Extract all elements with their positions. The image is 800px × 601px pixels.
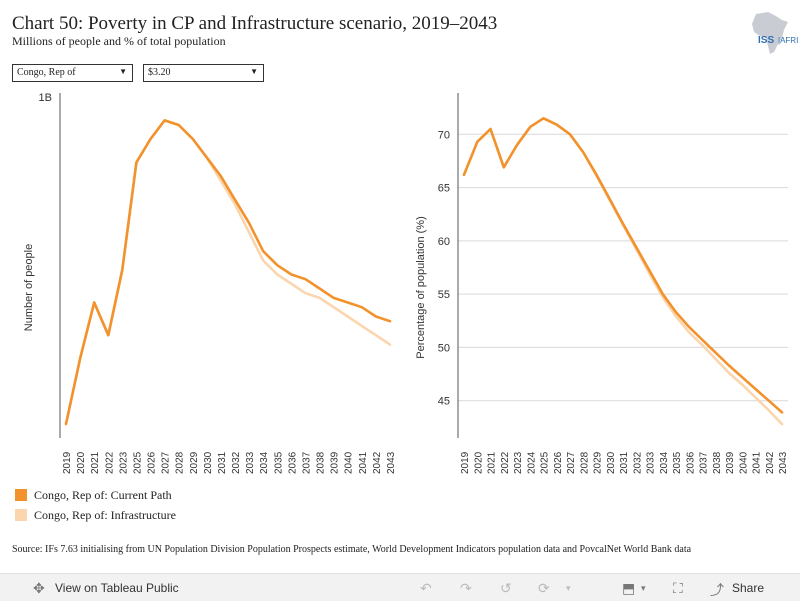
x-tick-label: 2025 (132, 451, 143, 474)
x-tick-label: 2037 (699, 451, 710, 474)
x-tick-label: 2032 (231, 451, 242, 474)
chevron-down-icon[interactable]: ▾ (566, 583, 571, 593)
revert-icon[interactable]: ↺ (500, 580, 512, 596)
x-tick-label: 2035 (273, 451, 284, 474)
x-tick-label: 2035 (672, 451, 683, 474)
share-button[interactable]: Share (732, 581, 765, 595)
legend-swatch (15, 489, 27, 501)
y-tick-label: 65 (438, 183, 450, 195)
x-tick-label: 2042 (765, 451, 776, 474)
threshold-dropdown[interactable]: $3.20 ▼ (143, 64, 264, 82)
chart-title: Chart 50: Poverty in CP and Infrastructu… (12, 13, 498, 34)
chart-subtitle: Millions of people and % of total popula… (12, 34, 226, 48)
x-tick-label: 2023 (513, 451, 524, 474)
redo-icon[interactable]: ↷ (460, 580, 472, 596)
y-tick-label: 70 (438, 129, 450, 141)
chevron-down-icon: ▼ (119, 67, 127, 76)
fullscreen-icon[interactable]: ⛶ (673, 580, 683, 596)
y-tick-label: 55 (438, 289, 450, 301)
y-tick-label: 1B (39, 92, 52, 104)
y-tick-label: 45 (438, 396, 450, 408)
x-tick-label: 2023 (118, 451, 129, 474)
x-tick-label: 2034 (659, 451, 670, 474)
y-axis-label: Percentage of population (%) (415, 216, 427, 358)
y-tick-label: 60 (438, 236, 450, 248)
x-tick-label: 2029 (189, 451, 200, 474)
x-tick-label: 2031 (217, 451, 228, 474)
x-tick-label: 2021 (487, 451, 498, 474)
threshold-dropdown-value: $3.20 (148, 67, 171, 78)
x-tick-label: 2033 (646, 451, 657, 474)
x-tick-label: 2040 (344, 451, 355, 474)
x-tick-label: 2026 (147, 451, 158, 474)
x-tick-label: 2019 (62, 451, 73, 474)
share-icon[interactable]: ⤴ (710, 582, 724, 598)
x-tick-label: 2025 (540, 451, 551, 474)
percentage-of-population-chart: 45 50 55 60 65 70 Percentage of population (%)… (415, 93, 789, 474)
x-tick-label: 2038 (316, 451, 327, 474)
x-tick-label: 2039 (330, 451, 341, 474)
x-tick-label: 2022 (104, 451, 115, 474)
country-dropdown-value: Congo, Rep of (17, 67, 76, 78)
x-tick-label: 2034 (259, 451, 270, 474)
x-tick-label: 2043 (778, 451, 789, 474)
legend-label: Congo, Rep of: Current Path (34, 488, 172, 502)
x-tick-label: 2020 (473, 451, 484, 474)
x-tick-label: 2033 (245, 451, 256, 474)
download-icon[interactable]: ⬒ (622, 580, 636, 596)
x-tick-label: 2029 (593, 451, 604, 474)
y-axis-label: Number of people (23, 244, 35, 331)
x-tick-label: 2030 (203, 451, 214, 474)
x-tick-label: 2028 (175, 451, 186, 474)
chevron-down-icon: ▼ (250, 67, 258, 76)
x-tick-label: 2020 (76, 451, 87, 474)
source-note: Source: IFs 7.63 initialising from UN Po… (12, 544, 692, 555)
legend-label: Congo, Rep of: Infrastructure (34, 508, 176, 522)
y-tick-label: 50 (438, 342, 450, 354)
country-dropdown[interactable]: Congo, Rep of ▼ (12, 64, 133, 82)
x-tick-label: 2024 (526, 451, 537, 474)
x-tick-label: 2036 (287, 451, 298, 474)
series-line-current-path (64, 119, 392, 426)
x-tick-label: 2019 (460, 451, 471, 474)
x-tick-label: 2043 (386, 451, 397, 474)
x-tick-label: 2021 (90, 451, 101, 474)
x-tick-label: 2041 (358, 451, 369, 474)
x-tick-label: 2038 (712, 451, 723, 474)
x-tick-label: 2028 (579, 451, 590, 474)
undo-icon[interactable]: ↶ (420, 580, 432, 596)
x-tick-label: 2039 (725, 451, 736, 474)
x-tick-label: 2022 (500, 451, 511, 474)
x-tick-label: 2030 (606, 451, 617, 474)
refresh-icon[interactable]: ⟳ (538, 580, 550, 596)
x-tick-label: 2032 (632, 451, 643, 474)
svg-text:ISS: ISS (758, 35, 774, 46)
x-tick-label: 2037 (301, 451, 312, 474)
iss-africa-logo: ISS |AFRICA (752, 12, 798, 54)
x-tick-label: 2042 (372, 451, 383, 474)
tableau-toolbar: ✥ View on Tableau Public ↶ ↷ ↺ ⟳ ▾ ⬒ ▾ ⛶… (0, 573, 800, 601)
x-tick-label: 2040 (738, 451, 749, 474)
x-tick-label: 2026 (553, 451, 564, 474)
x-tick-label: 2031 (619, 451, 630, 474)
x-tick-label: 2027 (161, 451, 172, 474)
series-line-current-path (462, 117, 784, 414)
x-tick-label: 2041 (752, 451, 763, 474)
svg-text:|AFRICA: |AFRICA (778, 36, 798, 45)
legend-swatch (15, 509, 27, 521)
tableau-logo-icon: ✥ (33, 580, 45, 596)
series-line-infrastructure (64, 119, 392, 426)
x-tick-label: 2036 (685, 451, 696, 474)
chevron-down-icon[interactable]: ▾ (641, 583, 646, 593)
series-line-infrastructure (462, 117, 784, 426)
x-tick-label: 2027 (566, 451, 577, 474)
view-on-tableau-link[interactable]: View on Tableau Public (55, 581, 179, 595)
